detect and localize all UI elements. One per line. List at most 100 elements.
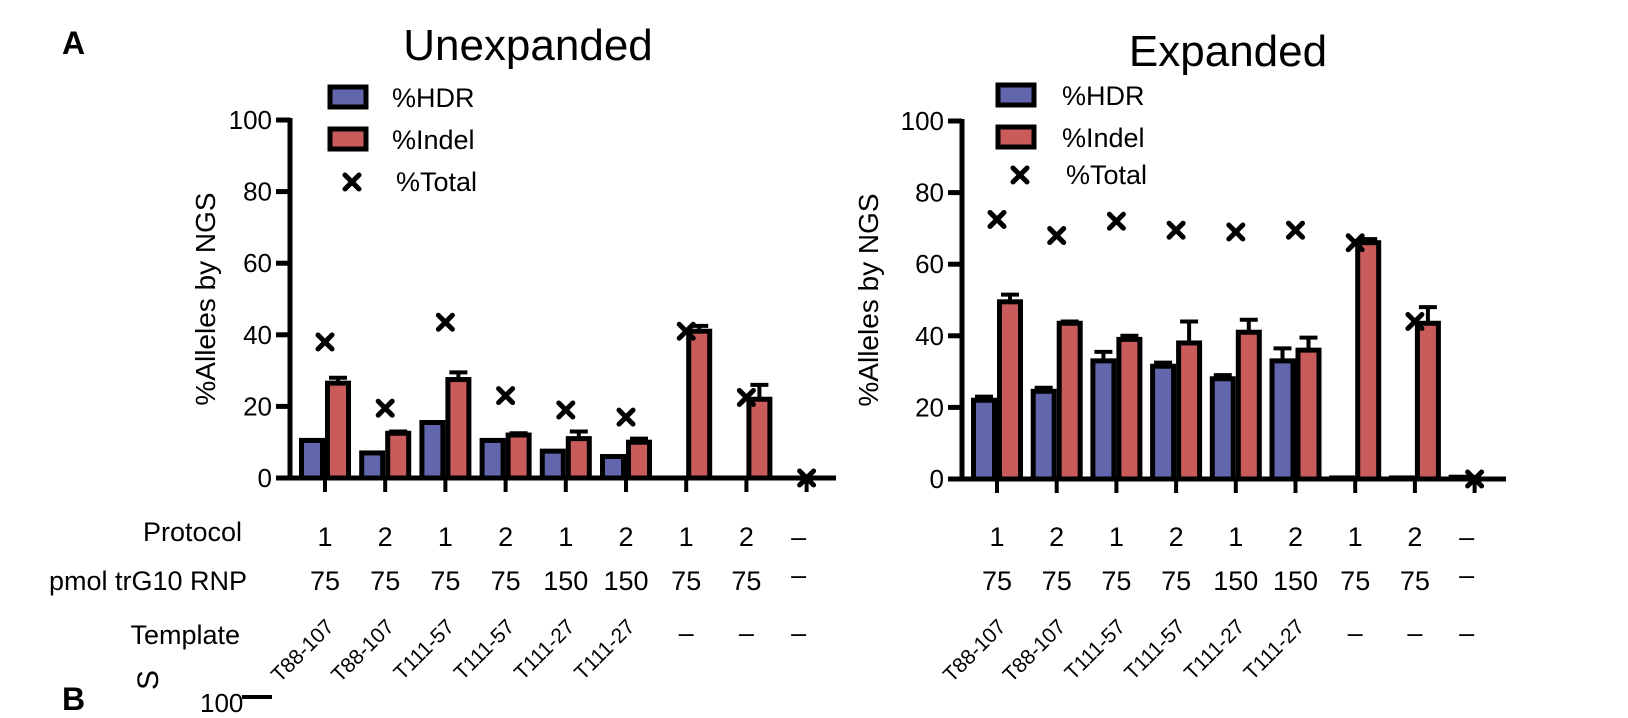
total-marker [1226, 222, 1246, 242]
protocol-value: 2 [1169, 522, 1184, 552]
bar-indel [1235, 329, 1262, 482]
y-tick-label: 60 [243, 248, 272, 278]
y-tick-label: 40 [243, 320, 272, 350]
error-bar-hdr [1094, 349, 1113, 361]
legend-swatch-indel [327, 126, 369, 152]
template-value: – [1459, 618, 1474, 648]
legend-label-hdr: %HDR [392, 83, 475, 113]
legend-label-total: %Total [396, 167, 477, 197]
pmol-value: 75 [1161, 566, 1191, 596]
pmol-value: 75 [1042, 566, 1072, 596]
bar-hdr [1269, 358, 1296, 482]
protocol-value: 1 [1109, 522, 1124, 552]
y-tick-label: 40 [915, 321, 944, 351]
pmol-value: 75 [1400, 566, 1430, 596]
protocol-value: 2 [1049, 522, 1064, 552]
bar-indel [1355, 240, 1382, 482]
bar-indel [1056, 320, 1083, 482]
pmol-value: 75 [982, 566, 1012, 596]
total-marker [676, 321, 696, 341]
bar-hdr [1090, 358, 1117, 482]
legend-swatch-hdr [327, 84, 369, 110]
y-axis-label: %Alleles by NGS [853, 193, 884, 406]
pmol-value: 75 [731, 566, 761, 596]
error-bar-indel [750, 382, 769, 400]
bar-indel [1414, 320, 1441, 482]
y-tick-label: 80 [243, 177, 272, 207]
error-bar-indel [1239, 317, 1258, 333]
protocol-value: – [791, 522, 806, 552]
panel-b-fragment: 100 S [132, 670, 272, 718]
template-value: T111-27 [1240, 615, 1309, 684]
panel-b-ylabel-fragment: S [132, 670, 165, 690]
bar-indel [445, 377, 472, 481]
y-axis-label: %Alleles by NGS [190, 192, 221, 405]
pmol-value: 75 [370, 566, 400, 596]
error-bar-indel [449, 370, 468, 380]
template-value: – [1348, 618, 1363, 648]
template-value: – [679, 618, 694, 648]
total-marker [1405, 311, 1425, 331]
template-value: T88-107 [939, 615, 1011, 687]
error-bar-indel [1060, 319, 1079, 324]
bar-hdr [1150, 363, 1177, 482]
bar-indel [997, 299, 1023, 482]
template-value: – [1407, 618, 1422, 648]
y-tick-label: 0 [258, 463, 272, 493]
legend-label-indel: %Indel [1062, 123, 1145, 153]
pmol-value: 150 [1213, 566, 1258, 596]
pmol-value: 150 [603, 566, 648, 596]
y-tick-label: 100 [901, 106, 944, 136]
unexpanded-chart: Unexpanded %Alleles by NGS 0 20 40 60 80 100 1 75… [190, 21, 836, 687]
row-label-protocol: Protocol [143, 517, 242, 547]
legend-marker-total [342, 172, 362, 192]
y-tick-label: 100 [229, 105, 272, 135]
pmol-value: 75 [671, 566, 701, 596]
y-tick-label: 20 [915, 392, 944, 422]
bar-indel [746, 396, 773, 481]
protocol-value: 1 [558, 522, 573, 552]
error-bar-indel [569, 429, 588, 439]
bar-indel [686, 328, 713, 481]
bar-hdr [359, 450, 386, 481]
pmol-value: 75 [491, 566, 521, 596]
total-marker [1286, 220, 1305, 240]
protocol-value: 1 [438, 522, 453, 552]
error-bar-indel [1299, 335, 1318, 351]
error-bar-hdr [975, 394, 993, 401]
pmol-value: 75 [1101, 566, 1131, 596]
bar-hdr [971, 397, 997, 482]
total-marker [736, 387, 756, 407]
pmol-value: 75 [430, 566, 460, 596]
bar-hdr [419, 420, 446, 481]
row-label-template: Template [130, 620, 240, 650]
pmol-value: – [1459, 560, 1474, 590]
y-tick-label: 80 [915, 178, 944, 208]
bar-hdr [600, 454, 626, 481]
chart-title: Unexpanded [403, 21, 653, 70]
template-value: T88-107 [267, 615, 339, 687]
panel-label-b: B [62, 681, 85, 717]
bar-hdr [1030, 388, 1057, 482]
y-tick-label: 0 [930, 464, 944, 494]
template-value: T111-57 [1120, 615, 1189, 684]
legend-label-hdr: %HDR [1062, 81, 1145, 111]
protocol-value: 1 [679, 522, 694, 552]
protocol-value: 2 [1407, 522, 1422, 552]
pmol-value: 75 [1340, 566, 1370, 596]
total-marker [1047, 226, 1067, 246]
legend: %HDR %Indel %Total [327, 83, 477, 197]
total-marker [1345, 233, 1365, 253]
error-bar-indel [509, 431, 528, 436]
error-bar-indel [630, 436, 648, 443]
legend-swatch-indel [995, 124, 1037, 150]
protocol-value: – [1459, 522, 1474, 552]
error-bar-indel [329, 375, 347, 384]
protocol-value: 1 [1228, 522, 1243, 552]
bar-hdr [479, 437, 506, 481]
chart-title: Expanded [1129, 27, 1327, 76]
legend-label-indel: %Indel [392, 125, 475, 155]
template-value: T111-57 [1061, 615, 1130, 684]
error-bar-indel [1180, 319, 1199, 343]
